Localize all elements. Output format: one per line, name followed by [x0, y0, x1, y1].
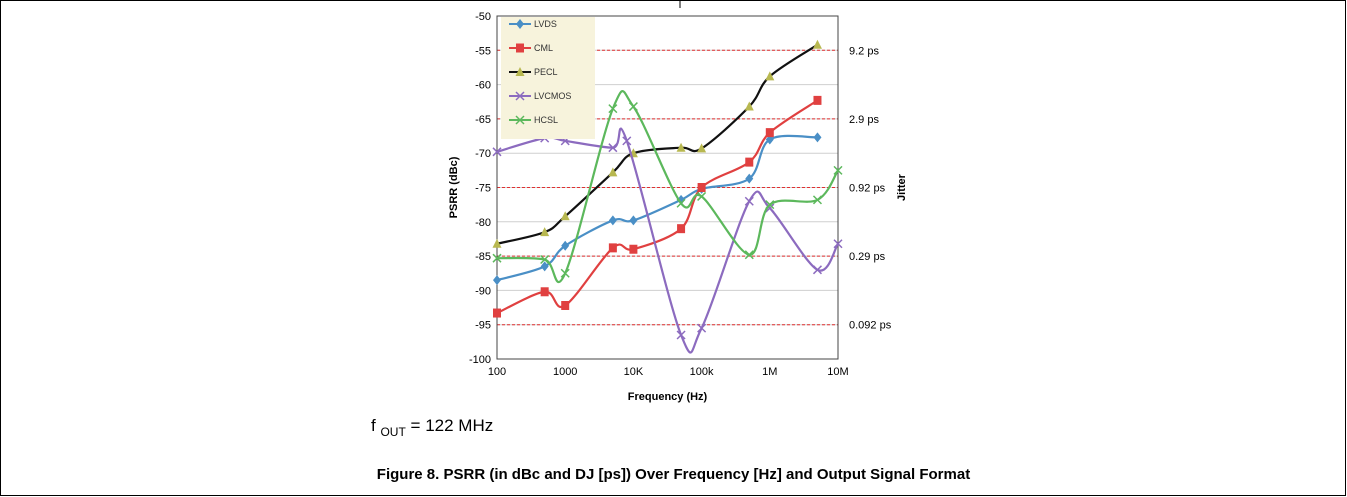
data-point-lvcmos [812, 265, 823, 275]
legend-marker-lvds [516, 19, 524, 29]
data-point-cml [540, 287, 549, 297]
y-tick-label: -95 [475, 320, 491, 332]
data-point-cml [629, 244, 638, 254]
data-point-lvcmos [608, 143, 618, 153]
data-point-lvds [813, 132, 822, 143]
data-point-lvcmos [676, 330, 686, 340]
x-tick-label: 1000 [553, 366, 577, 378]
y2-axis-title: Jitter [896, 173, 908, 201]
jitter-tick-label: 0.92 ps [849, 183, 886, 195]
data-point-cml [765, 128, 774, 138]
data-point-pecl [492, 238, 502, 248]
data-point-cml [745, 157, 754, 167]
jitter-tick-label: 9.2 ps [849, 45, 879, 57]
legend-label-hcsl: HCSL [534, 115, 558, 125]
data-point-hcsl [676, 198, 686, 208]
data-point-cml [493, 308, 501, 318]
fout-prefix: f [371, 416, 376, 435]
data-point-lvcmos [765, 203, 775, 213]
data-point-pecl [560, 211, 570, 221]
plot-border [496, 15, 839, 360]
jitter-tick-label: 0.29 ps [849, 251, 886, 263]
data-point-lvcmos [833, 239, 843, 249]
data-point-lvds [629, 215, 638, 226]
data-point-pecl [540, 227, 550, 237]
jitter-tick-label: 2.9 ps [849, 114, 879, 126]
data-point-hcsl [608, 104, 618, 114]
data-point-hcsl [812, 195, 823, 205]
y-tick-label: -80 [475, 217, 491, 229]
x-tick-label: 1M [762, 366, 777, 378]
fout-subscript: OUT [380, 425, 406, 439]
legend-marker-pecl [515, 67, 525, 76]
data-point-pecl [765, 71, 775, 81]
legend-label-pecl: PECL [534, 67, 558, 77]
data-point-hcsl [765, 200, 775, 210]
data-point-cml [561, 300, 570, 310]
data-point-lvds [608, 215, 617, 226]
y-tick-label: -55 [475, 45, 491, 57]
data-point-pecl [697, 143, 707, 153]
data-point-hcsl [540, 254, 550, 265]
data-point-lvds [493, 275, 501, 286]
fout-value: = 122 MHz [410, 416, 494, 435]
data-point-cml [697, 183, 706, 192]
data-point-hcsl [697, 191, 707, 201]
legend-marker-lvcmos [515, 91, 525, 101]
data-point-pecl [812, 39, 822, 49]
y-axis-title: PSRR (dBc) [448, 156, 460, 218]
legend-marker-cml [516, 43, 524, 53]
data-point-hcsl [833, 165, 843, 175]
data-point-lvcmos [622, 136, 632, 146]
series-line-lvds [496, 134, 818, 282]
y-tick-label: -100 [469, 354, 491, 366]
data-point-lvds [540, 261, 549, 272]
x-axis-title: Frequency (Hz) [628, 391, 708, 403]
data-point-lvcmos [744, 196, 754, 206]
legend-label-cml: CML [534, 43, 553, 53]
data-point-hcsl [744, 250, 754, 260]
y-tick-label: -90 [475, 285, 491, 297]
data-point-lvds [745, 173, 754, 184]
x-tick-label: 10M [827, 366, 848, 378]
y-tick-label: -65 [475, 114, 491, 126]
legend-marker-hcsl [515, 115, 525, 125]
data-point-cml [677, 224, 686, 234]
x-tick-label: 100 [488, 366, 506, 378]
y-tick-label: -85 [475, 251, 491, 263]
legend-label-lvcmos: LVCMOS [534, 91, 571, 101]
data-point-pecl [676, 142, 686, 152]
x-tick-label: 100k [690, 366, 714, 378]
legend-box [501, 17, 595, 139]
data-point-cml [608, 243, 617, 253]
legend-label-lvds: LVDS [534, 19, 557, 29]
y-tick-label: -50 [475, 11, 491, 23]
y-tick-label: -75 [475, 183, 491, 195]
data-point-hcsl [492, 253, 502, 263]
data-point-hcsl [628, 102, 638, 112]
fout-note: f OUT = 122 MHz [371, 416, 494, 439]
figure-caption: Figure 8. PSRR (in dBc and DJ [ps]) Over… [376, 466, 971, 483]
data-point-lvds [561, 240, 570, 251]
data-point-pecl [744, 101, 754, 111]
x-tick-label: 10K [624, 366, 644, 378]
jitter-tick-label: 0.092 ps [849, 320, 892, 332]
y-tick-label: -70 [475, 148, 491, 160]
data-point-pecl [608, 167, 618, 177]
y-tick-label: -60 [475, 80, 491, 92]
data-point-lvcmos [697, 323, 707, 333]
data-point-hcsl [560, 268, 570, 278]
data-point-lvcmos [492, 147, 502, 157]
data-point-cml [813, 95, 822, 105]
data-point-lvds [677, 194, 686, 205]
